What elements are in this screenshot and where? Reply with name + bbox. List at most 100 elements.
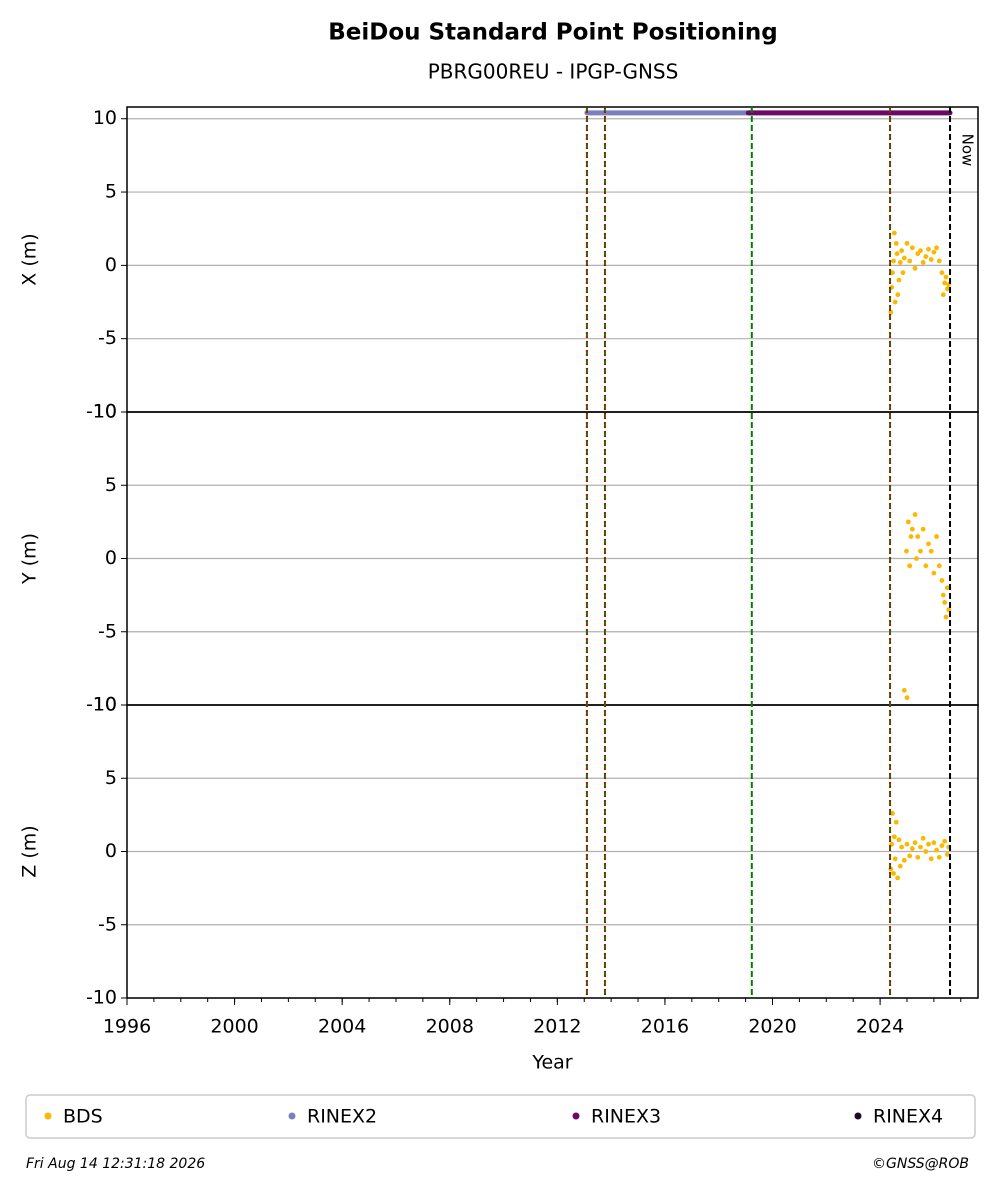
data-point [918, 248, 923, 254]
data-point [905, 519, 911, 525]
data-point [912, 265, 918, 271]
y-axis-label: Z (m) [19, 825, 41, 877]
data-point [939, 270, 945, 276]
data-point [926, 246, 931, 252]
data-point [897, 863, 903, 869]
x-tick-label: 2008 [426, 1016, 474, 1038]
data-point [904, 240, 910, 246]
data-point [928, 257, 934, 262]
x-tick-label: 1996 [103, 1016, 151, 1038]
y-tick-label: 5 [105, 767, 117, 789]
y-axis-label: Y (m) [19, 533, 41, 585]
data-point [942, 280, 948, 286]
legend-marker [44, 1112, 52, 1120]
y-tick-label: -10 [86, 401, 117, 423]
legend-box [25, 1094, 976, 1139]
data-point [944, 852, 950, 857]
data-point [904, 695, 910, 701]
legend-label: RINEX3 [591, 1106, 661, 1128]
data-point [900, 270, 906, 276]
data-point [942, 600, 948, 605]
data-point [899, 844, 905, 850]
data-point [923, 254, 929, 259]
data-point [907, 258, 913, 264]
data-point [892, 299, 898, 305]
y-axis-label: X (m) [19, 233, 41, 285]
data-point [943, 614, 949, 620]
data-point [888, 309, 894, 315]
data-point [936, 258, 942, 264]
legend-marker [854, 1112, 862, 1120]
data-point [923, 563, 929, 569]
x-tick-label: 2000 [210, 1016, 258, 1038]
y-tick-label: 10 [93, 401, 117, 423]
data-point [907, 853, 913, 859]
data-point [934, 534, 939, 539]
data-point [893, 240, 899, 246]
data-point [920, 260, 926, 265]
y-tick-label: -5 [98, 620, 117, 642]
data-point [904, 548, 909, 554]
data-point [896, 277, 902, 283]
y-tick-label: 0 [105, 840, 117, 862]
data-point [920, 526, 926, 532]
data-point [893, 819, 899, 825]
data-point [909, 245, 915, 251]
panel-frame [126, 704, 979, 999]
x-tick-label: 2012 [533, 1016, 581, 1038]
data-point [931, 570, 937, 576]
data-point [909, 846, 915, 851]
data-point [912, 840, 918, 846]
y-tick-label: 5 [105, 181, 117, 203]
data-point [891, 834, 897, 840]
y-tick-label: -5 [98, 327, 117, 349]
data-point [942, 838, 948, 844]
x-axis-label: Year [531, 1052, 572, 1074]
data-point [939, 843, 945, 849]
title: BeiDou Standard Point Positioning [328, 20, 777, 46]
data-point [923, 849, 929, 854]
subtitle: PBRG00REU - IPGP-GNSS [428, 60, 679, 84]
legend-label: RINEX2 [307, 1106, 377, 1128]
data-point [926, 541, 931, 547]
y-tick-label: 10 [93, 694, 117, 716]
data-point [931, 840, 937, 846]
data-point [939, 578, 945, 583]
data-point [901, 687, 907, 693]
data-point [897, 260, 903, 265]
data-point [918, 844, 923, 850]
data-point [943, 274, 949, 280]
data-point [928, 548, 934, 554]
data-point [928, 856, 934, 862]
data-point [940, 592, 946, 598]
data-point [940, 292, 946, 298]
data-point [914, 556, 919, 561]
data-point [915, 854, 921, 860]
now-label: Now [959, 134, 977, 167]
data-point [891, 230, 897, 236]
footer-date: Fri Aug 14 12:31:18 2026 [26, 1156, 205, 1172]
data-point [918, 548, 923, 554]
data-point [909, 526, 915, 532]
panel-frame [126, 106, 979, 413]
data-point [915, 534, 921, 539]
y-tick-label: -5 [98, 913, 117, 935]
data-point [904, 841, 910, 847]
data-point [894, 251, 900, 257]
y-tick-label: 0 [105, 254, 117, 276]
data-point [899, 248, 905, 254]
y-tick-label: -10 [86, 694, 117, 716]
y-tick-label: 10 [93, 107, 117, 129]
data-point [936, 854, 942, 860]
data-point [934, 245, 939, 251]
data-point [934, 847, 939, 853]
y-tick-label: 5 [105, 474, 117, 496]
data-point [931, 249, 937, 255]
data-point [936, 563, 942, 569]
data-point [920, 835, 926, 841]
data-point [895, 875, 900, 881]
data-point [907, 563, 913, 569]
data-point [890, 270, 895, 276]
legend-marker [288, 1112, 296, 1120]
